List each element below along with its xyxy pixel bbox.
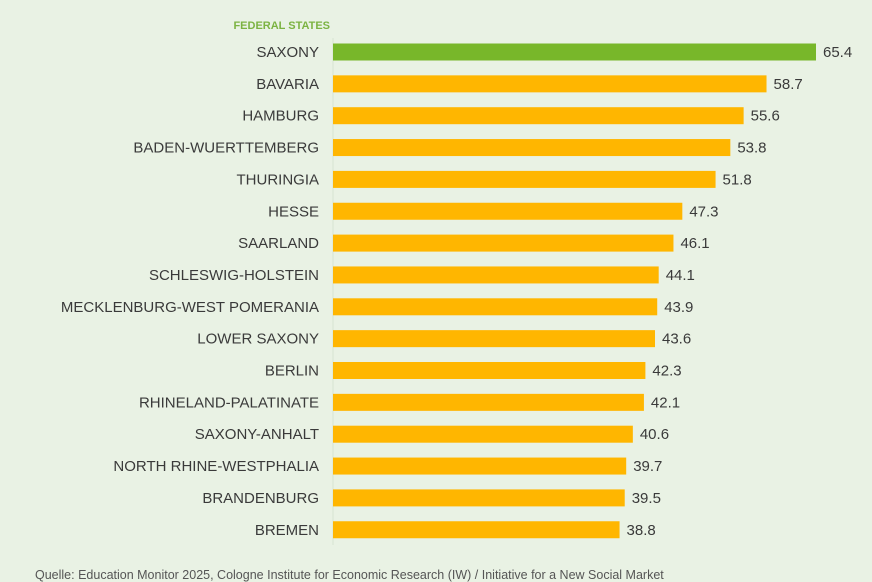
- category-label: THURINGIA: [237, 171, 320, 188]
- value-label: 65.4: [823, 44, 852, 61]
- value-label: 55.6: [751, 108, 780, 125]
- bar: [333, 43, 816, 61]
- value-label: 43.6: [662, 331, 691, 348]
- category-label: BERLIN: [265, 363, 319, 380]
- value-label: 39.5: [632, 490, 661, 507]
- value-label: 42.3: [652, 363, 681, 380]
- bar: [333, 266, 659, 284]
- category-label: NORTH RHINE-WESTPHALIA: [113, 458, 319, 475]
- value-label: 44.1: [666, 267, 695, 284]
- bar: [333, 75, 767, 93]
- category-label: LOWER SAXONY: [197, 331, 319, 348]
- bar: [333, 139, 731, 157]
- bar: [333, 521, 620, 539]
- value-label: 47.3: [689, 203, 718, 220]
- category-label: BAVARIA: [256, 76, 319, 93]
- bar: [333, 330, 655, 348]
- value-label: 51.8: [723, 171, 752, 188]
- bar: [333, 393, 644, 411]
- bar: [333, 234, 674, 252]
- bar: [333, 107, 744, 125]
- category-label: BRANDENBURG: [202, 490, 319, 507]
- value-label: 42.1: [651, 394, 680, 411]
- bar: [333, 489, 625, 507]
- category-label: SCHLESWIG-HOLSTEIN: [149, 267, 319, 284]
- category-label: HESSE: [268, 203, 319, 220]
- category-label: SAXONY-ANHALT: [195, 426, 319, 443]
- value-label: 53.8: [737, 140, 766, 157]
- category-label: RHINELAND-PALATINATE: [139, 394, 319, 411]
- value-label: 43.9: [664, 299, 693, 316]
- value-label: 40.6: [640, 426, 669, 443]
- value-label: 46.1: [680, 235, 709, 252]
- value-label: 58.7: [774, 76, 803, 93]
- bar: [333, 170, 716, 188]
- category-label: BREMEN: [255, 522, 319, 539]
- bar: [333, 362, 646, 379]
- category-label: MECKLENBURG-WEST POMERANIA: [61, 299, 319, 316]
- value-label: 38.8: [627, 522, 656, 539]
- bar-chart: FEDERAL STATES SAXONY 65.4 BAVARIA 58.7 HAMB…: [61, 20, 852, 545]
- category-label: BADEN-WUERTTEMBERG: [133, 140, 319, 157]
- bar: [333, 298, 658, 316]
- bar: [333, 202, 683, 220]
- bar: [333, 425, 633, 443]
- category-label: SAXONY: [256, 44, 319, 61]
- category-header: FEDERAL STATES: [233, 20, 330, 32]
- value-label: 39.7: [633, 458, 662, 475]
- bar: [333, 457, 627, 475]
- category-label: HAMBURG: [242, 108, 319, 125]
- category-label: SAARLAND: [238, 235, 319, 252]
- source-note: Quelle: Education Monitor 2025, Cologne …: [35, 568, 664, 582]
